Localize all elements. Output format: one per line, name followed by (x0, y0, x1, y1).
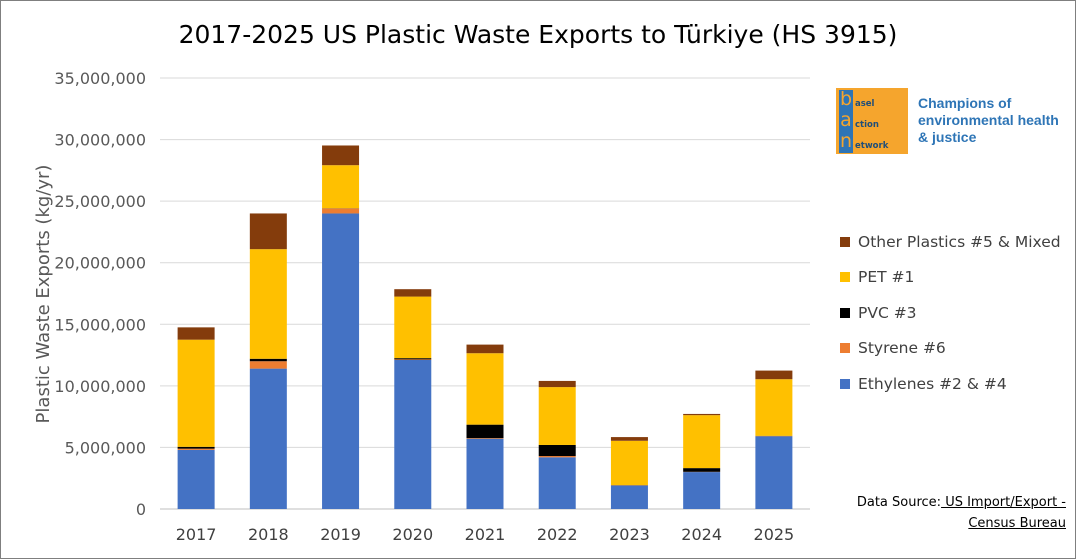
y-axis-ticks: 0 5,000,000 10,000,000 15,000,000 20,000,000… (54, 69, 146, 519)
bar-segment (755, 436, 793, 509)
bar-segment (394, 358, 432, 360)
legend-item-other: Other Plastics #5 & Mixed (840, 224, 1061, 260)
bar-segment (538, 456, 576, 458)
legend-item-pet: PET #1 (840, 260, 1061, 296)
logo-word-ction: ction (855, 120, 879, 130)
bar-segment (466, 424, 504, 439)
x-tick-label: 2019 (320, 525, 361, 544)
ban-logo: b a n asel ction etwork (836, 88, 908, 154)
x-tick-label: 2020 (392, 525, 433, 544)
x-tick-label: 2023 (609, 525, 650, 544)
y-tick-label: 0 (136, 500, 146, 519)
y-tick-label: 10,000,000 (54, 377, 146, 396)
data-source: Data Source: US Import/Export - Census B… (840, 492, 1066, 534)
data-source-prefix: Data Source: (856, 495, 942, 510)
logo-tagline: Champions of environmental health & just… (918, 95, 1059, 145)
bar-segment (177, 327, 215, 340)
bar-segment (538, 380, 576, 388)
bar-segment (610, 485, 648, 509)
bar-segment (394, 296, 432, 359)
bar-segment (249, 358, 287, 362)
bar-segment (394, 359, 432, 509)
legend-item-pvc: PVC #3 (840, 295, 1061, 331)
y-tick-label: 25,000,000 (54, 192, 146, 211)
data-source-link[interactable]: US Import/Export - Census Bureau (941, 495, 1066, 531)
bar-segment (538, 457, 576, 509)
bars (177, 145, 793, 509)
logo-letter-a: a (839, 109, 853, 132)
bar-segment (177, 446, 215, 449)
bar-segment (610, 437, 648, 441)
bar-segment (322, 165, 360, 209)
bar-segment (755, 379, 793, 436)
legend-label: Other Plastics #5 & Mixed (858, 232, 1061, 251)
legend-label: Ethylenes #2 & #4 (858, 374, 1007, 393)
bar-segment (249, 249, 287, 359)
x-tick-label: 2022 (537, 525, 578, 544)
y-tick-label: 15,000,000 (54, 315, 146, 334)
bar-segment (683, 468, 721, 472)
legend-label: PVC #3 (858, 303, 917, 322)
y-axis-label: Plastic Waste Exports (kg/yr) (33, 165, 54, 424)
logo-letter-b: b (839, 88, 853, 111)
x-tick-label: 2021 (465, 525, 506, 544)
y-tick-label: 30,000,000 (54, 131, 146, 150)
x-tick-label: 2017 (176, 525, 217, 544)
legend-swatch (840, 378, 850, 389)
legend-swatch (840, 343, 850, 354)
bar-segment (249, 361, 287, 369)
x-tick-label: 2018 (248, 525, 289, 544)
legend-swatch (840, 307, 850, 318)
bar-segment (466, 438, 504, 509)
bar-segment (249, 213, 287, 250)
logo-word-asel: asel (855, 99, 875, 109)
legend-label: Styrene #6 (858, 339, 946, 358)
bar-segment (466, 438, 504, 439)
bar-segment (249, 368, 287, 509)
legend-swatch (840, 236, 850, 247)
y-tick-label: 5,000,000 (65, 438, 146, 457)
bar-segment (610, 440, 648, 486)
bar-segment (466, 353, 504, 425)
bar-segment (683, 472, 721, 509)
bar-segment (538, 444, 576, 457)
bar-segment (322, 145, 360, 166)
legend-item-styrene: Styrene #6 (840, 331, 1061, 367)
logo-word-etwork: etwork (855, 141, 889, 151)
bar-segment (394, 289, 432, 297)
bar-segment (322, 213, 360, 509)
legend-label: PET #1 (858, 268, 915, 287)
x-axis-ticks: 2017 2018 2019 2020 2021 2022 2023 2024 2025 (176, 525, 794, 544)
logo-letter-n: n (839, 130, 853, 153)
bar-segment (177, 448, 215, 450)
legend: Other Plastics #5 & Mixed PET #1 PVC #3 … (840, 224, 1061, 402)
bar-segment (466, 344, 504, 354)
x-tick-label: 2025 (754, 525, 795, 544)
bar-segment (177, 449, 215, 509)
bar-segment (538, 387, 576, 445)
bar-segment (755, 370, 793, 380)
bar-segment (683, 413, 721, 416)
bar-segment (683, 415, 721, 469)
legend-item-ethylenes: Ethylenes #2 & #4 (840, 366, 1061, 402)
bar-segment (322, 208, 360, 214)
x-tick-label: 2024 (681, 525, 722, 544)
legend-swatch (840, 272, 850, 283)
bar-segment (177, 339, 215, 447)
y-tick-label: 35,000,000 (54, 69, 146, 88)
y-tick-label: 20,000,000 (54, 254, 146, 273)
chart-title: 2017-2025 US Plastic Waste Exports to Tü… (178, 20, 898, 49)
bar-segment (394, 359, 432, 360)
